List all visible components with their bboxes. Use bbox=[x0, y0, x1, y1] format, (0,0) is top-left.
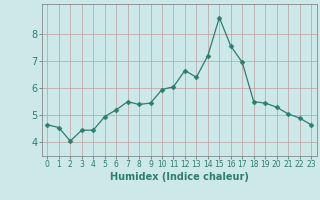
X-axis label: Humidex (Indice chaleur): Humidex (Indice chaleur) bbox=[110, 172, 249, 182]
